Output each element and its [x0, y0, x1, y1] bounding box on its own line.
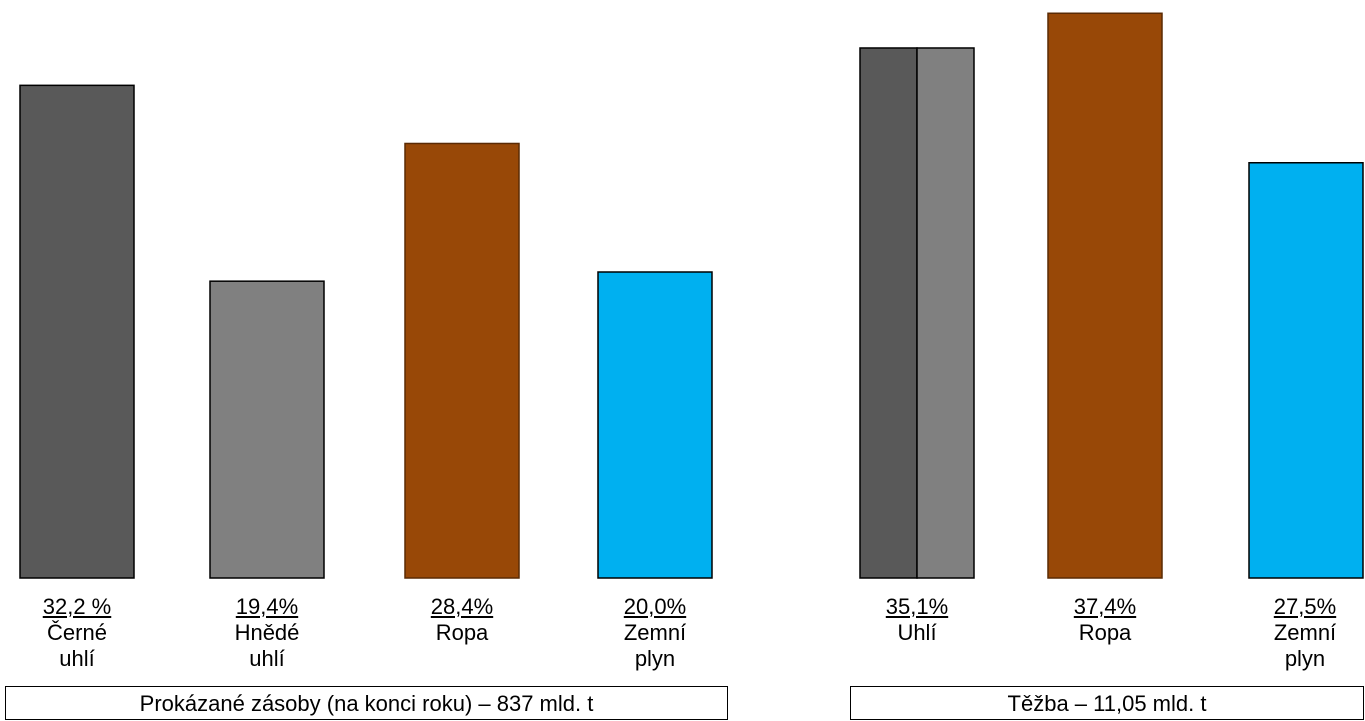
right-cat-name-2: Ropa: [1078, 620, 1132, 645]
left-cat-pct-2: 19,4%: [235, 594, 299, 619]
right-bar-1-part-1: [859, 47, 918, 579]
left-cat-pct-1: 32,2 %: [42, 594, 112, 619]
right-cat-name-3: Zemní plyn: [1273, 620, 1337, 671]
right-bar-2: [1047, 12, 1163, 579]
left-chart-title: Prokázané zásoby (na konci roku) – 837 m…: [5, 686, 728, 720]
left-bar-2: [209, 280, 325, 579]
right-cat-label-3: 27,5% Zemní plyn: [1246, 594, 1364, 672]
right-cat-pct-2: 37,4%: [1073, 594, 1137, 619]
left-bar-4: [597, 271, 713, 579]
right-cat-pct-1: 35,1%: [885, 594, 949, 619]
right-cat-name-1: Uhlí: [897, 620, 937, 645]
left-bar-3: [404, 142, 520, 579]
left-cat-name-4: Zemní plyn: [623, 620, 687, 671]
left-cat-label-4: 20,0% Zemní plyn: [596, 594, 714, 672]
left-cat-pct-4: 20,0%: [623, 594, 687, 619]
right-bar-1-part-2: [916, 47, 975, 579]
right-cat-label-2: 37,4% Ropa: [1046, 594, 1164, 646]
left-cat-label-2: 19,4% Hnědé uhlí: [208, 594, 326, 672]
right-cat-label-1: 35,1% Uhlí: [858, 594, 976, 646]
left-bar-1: [19, 84, 135, 579]
right-bar-3: [1248, 162, 1364, 579]
left-cat-name-2: Hnědé uhlí: [234, 620, 300, 671]
right-chart-title: Těžba – 11,05 mld. t: [850, 686, 1364, 720]
left-cat-label-1: 32,2 % Černé uhlí: [18, 594, 136, 672]
left-cat-name-3: Ropa: [435, 620, 489, 645]
right-cat-pct-3: 27,5%: [1273, 594, 1337, 619]
left-cat-pct-3: 28,4%: [430, 594, 494, 619]
left-cat-label-3: 28,4% Ropa: [403, 594, 521, 646]
left-cat-name-1: Černé uhlí: [47, 620, 107, 671]
